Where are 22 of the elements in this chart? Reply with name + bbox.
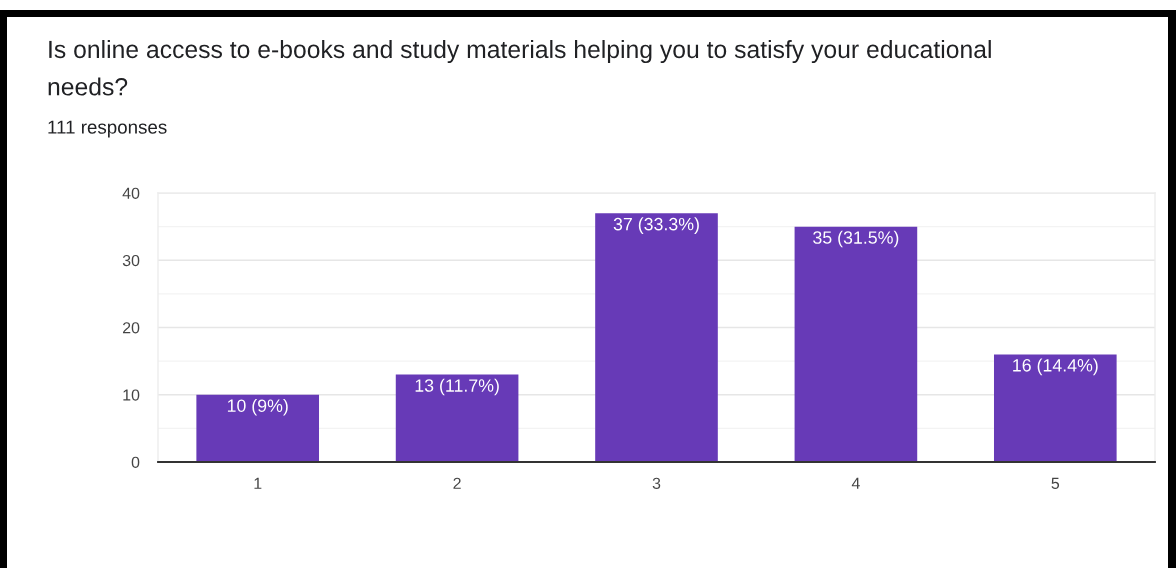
y-tick-label: 0 [131, 456, 140, 468]
bar [395, 374, 519, 462]
data-label: 37 (33.3%) [613, 217, 699, 234]
data-label: 16 (14.4%) [1013, 358, 1098, 376]
data-label: 13 (11.7%) [415, 378, 499, 396]
y-tick-label: 40 [122, 187, 140, 199]
y-tick-label: 30 [122, 254, 140, 267]
y-tick-label: 20 [122, 322, 140, 334]
x-tick-label: 3 [652, 477, 661, 490]
x-tick-label: 5 [1051, 477, 1060, 490]
x-tick-label: 1 [254, 477, 262, 489]
chart-subtitle: 111 responses [48, 120, 167, 138]
y-tick-label: 10 [123, 389, 140, 401]
chart-title: Is online access to e-books and study materials helping you to satisfy your educational needs? [48, 40, 991, 96]
bar [196, 394, 320, 462]
bar [794, 226, 918, 462]
data-label: 10 (9%) [227, 398, 288, 416]
data-label: 35 (31.5%) [813, 230, 899, 248]
x-tick-label: 4 [851, 477, 860, 489]
x-tick-label: 2 [453, 477, 461, 489]
bar [993, 354, 1117, 462]
bar [595, 213, 718, 462]
